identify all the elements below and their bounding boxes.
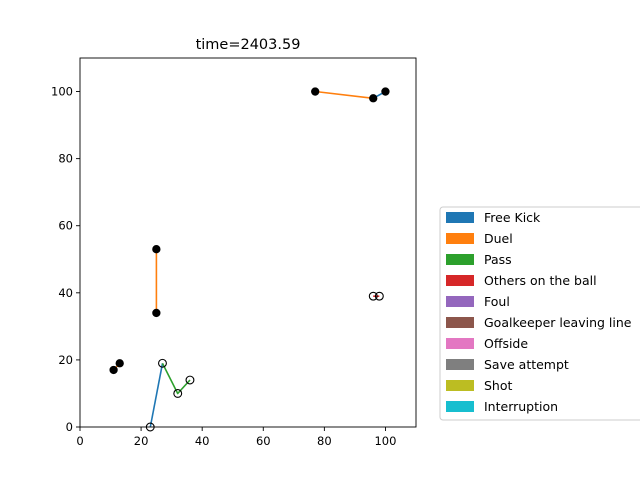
y-tick-label-3: 60 [58, 219, 73, 233]
player-marker-filled-7 [152, 245, 161, 254]
event-line-0 [149, 363, 164, 428]
x-tick-label-5: 100 [374, 434, 396, 448]
legend-swatch-1 [446, 233, 474, 244]
y-tick-label-4: 80 [58, 152, 73, 166]
x-tick-label-4: 80 [317, 434, 332, 448]
y-tick-label-5: 100 [51, 85, 73, 99]
legend-swatch-7 [446, 359, 474, 370]
legend: Free Kick Duel Pass Others on the ball Foul G… [439, 206, 640, 421]
legend-swatch-4 [446, 296, 474, 307]
event-line-4 [315, 90, 374, 100]
chart-title: time=2403.59 [196, 37, 301, 53]
legend-swatch-9 [446, 401, 474, 412]
legend-swatch-3 [446, 275, 474, 286]
player-marker-open-11 [368, 291, 378, 301]
event-line-1 [161, 362, 191, 395]
legend-label-6: Offside [484, 336, 528, 351]
axes-frame [79, 57, 417, 428]
legend-swatch-6 [446, 338, 474, 349]
legend-label-5: Goalkeeper leaving line [484, 315, 632, 330]
player-marker-filled-9 [369, 94, 378, 103]
plot-background [80, 58, 416, 427]
player-marker-filled-4 [109, 365, 118, 375]
player-marker-filled-5 [115, 359, 124, 368]
legend-swatch-0 [446, 212, 474, 223]
y-tick-label-0: 0 [66, 420, 73, 434]
y-tick-label-2: 40 [58, 286, 73, 300]
x-tick-label-2: 40 [195, 434, 210, 448]
player-marker-open-1 [158, 358, 167, 368]
player-marker-filled-8 [311, 87, 320, 96]
player-marker-open-2 [173, 389, 183, 398]
y-tick-label-1: 20 [58, 353, 73, 367]
x-tick-label-3: 60 [256, 434, 271, 448]
player-marker-filled-6 [152, 308, 161, 318]
legend-label-4: Foul [484, 294, 510, 309]
player-marker-open-3 [185, 375, 195, 385]
legend-swatch-8 [446, 380, 474, 391]
legend-frame [439, 206, 640, 421]
legend-label-3: Others on the ball [484, 273, 597, 288]
legend-label-9: Interruption [484, 399, 558, 414]
legend-label-1: Duel [484, 231, 513, 246]
legend-label-0: Free Kick [484, 210, 541, 225]
plot-area: 0 20 40 60 80 100 0 20 40 60 80 100 [51, 57, 417, 448]
legend-label-7: Save attempt [484, 357, 569, 372]
legend-swatch-5 [446, 317, 474, 328]
legend-label-2: Pass [484, 252, 512, 267]
legend-swatch-2 [446, 254, 474, 265]
x-tick-label-0: 0 [76, 434, 83, 448]
player-marker-open-12 [374, 291, 384, 301]
player-marker-filled-10 [381, 87, 390, 96]
legend-label-8: Shot [484, 378, 513, 393]
x-tick-label-1: 20 [134, 434, 149, 448]
